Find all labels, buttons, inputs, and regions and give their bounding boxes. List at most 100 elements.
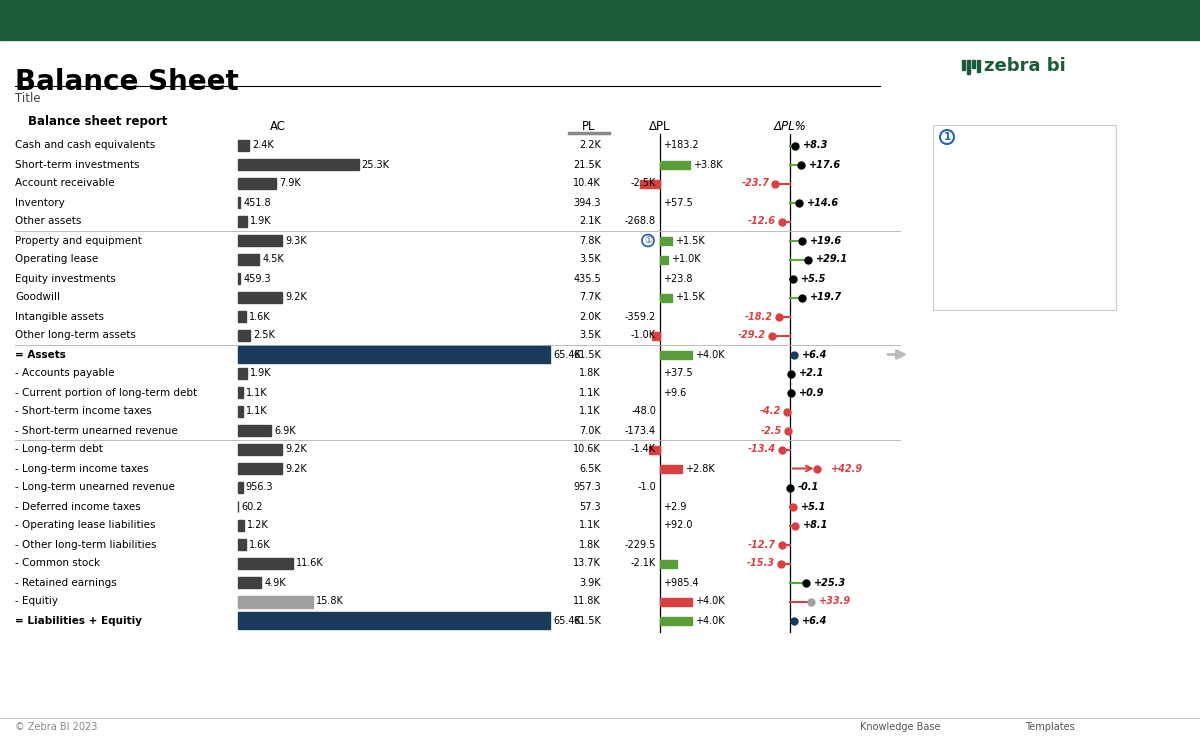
Text: ▲: ▲: [1028, 147, 1038, 160]
Text: -15.3: -15.3: [746, 559, 774, 568]
Bar: [238, 346, 550, 363]
Text: +42.9: +42.9: [830, 463, 863, 474]
Bar: [660, 351, 692, 358]
Text: -29.2: -29.2: [738, 331, 766, 340]
Text: -18.2: -18.2: [745, 312, 773, 321]
Bar: [660, 161, 690, 169]
FancyBboxPatch shape: [934, 125, 1116, 310]
Bar: [238, 612, 550, 629]
Bar: [238, 235, 282, 246]
Text: 957.3: 957.3: [574, 482, 601, 493]
Text: +2.8K: +2.8K: [685, 463, 715, 474]
Text: 1.6K: 1.6K: [248, 539, 270, 550]
Text: +6.4: +6.4: [802, 616, 827, 625]
Text: 11.8K: 11.8K: [574, 596, 601, 607]
Text: 61.5K: 61.5K: [574, 349, 601, 360]
Text: 1.8K: 1.8K: [580, 369, 601, 378]
Text: 4.9K: 4.9K: [264, 577, 286, 588]
Text: zebra bi: zebra bi: [984, 57, 1066, 75]
Text: 9.2K: 9.2K: [284, 292, 307, 303]
Text: +2.1: +2.1: [799, 369, 824, 378]
Text: +17.6: +17.6: [809, 160, 841, 169]
Bar: [649, 445, 660, 454]
Circle shape: [940, 130, 954, 144]
Text: 10.6K: 10.6K: [574, 445, 601, 454]
Text: Intangible assets: Intangible assets: [14, 312, 104, 321]
Text: +5.1: +5.1: [802, 502, 827, 511]
Text: +1.5K: +1.5K: [674, 235, 704, 246]
Text: 60.2: 60.2: [241, 502, 263, 511]
Bar: [660, 294, 672, 301]
Text: -2.1K: -2.1K: [631, 559, 656, 568]
Text: - Common stock: - Common stock: [14, 559, 100, 568]
Text: -4.2: -4.2: [760, 406, 781, 417]
Text: +23.8: +23.8: [662, 274, 692, 283]
Text: -2.5K: -2.5K: [631, 178, 656, 189]
Bar: [660, 465, 683, 473]
Text: -0.1: -0.1: [798, 482, 820, 493]
Text: 1.1K: 1.1K: [246, 406, 268, 417]
Text: 3.9K: 3.9K: [580, 577, 601, 588]
Text: +19.6%: +19.6%: [955, 158, 1006, 171]
Text: -268.8: -268.8: [625, 217, 656, 226]
Bar: [238, 406, 244, 417]
Text: - Current portion of long-term debt: - Current portion of long-term debt: [14, 388, 197, 397]
Text: 451.8: 451.8: [244, 198, 271, 207]
Text: +8.1: +8.1: [803, 520, 828, 531]
Text: 435.5: 435.5: [574, 274, 601, 283]
Text: Balance sheet report: Balance sheet report: [28, 115, 167, 128]
Text: additional insights: additional insights: [955, 221, 1064, 234]
Text: 13.7K: 13.7K: [574, 559, 601, 568]
Text: 1.1K: 1.1K: [580, 406, 601, 417]
Text: - Accounts payable: - Accounts payable: [14, 369, 114, 378]
Text: = Assets: = Assets: [14, 349, 66, 360]
Text: 1.2K: 1.2K: [247, 520, 269, 531]
Bar: [977, 60, 980, 72]
Bar: [972, 60, 974, 68]
Text: - Short-term unearned revenue: - Short-term unearned revenue: [14, 425, 178, 436]
Text: - Short-term income taxes: - Short-term income taxes: [14, 406, 151, 417]
Text: equipment 9.3K: equipment 9.3K: [955, 147, 1058, 160]
Text: 4.5K: 4.5K: [263, 255, 284, 264]
Text: +3.8K: +3.8K: [694, 160, 724, 169]
Text: 1.9K: 1.9K: [250, 369, 271, 378]
Text: Other assets: Other assets: [14, 217, 82, 226]
Text: AC: AC: [270, 119, 286, 132]
Text: +57.5: +57.5: [662, 198, 692, 207]
Text: Short-term investments: Short-term investments: [14, 160, 139, 169]
Text: - Deferred income taxes: - Deferred income taxes: [14, 502, 140, 511]
Bar: [238, 330, 250, 341]
Text: 65.4K: 65.4K: [553, 349, 581, 360]
Bar: [967, 60, 970, 74]
Text: +19.6: +19.6: [810, 235, 842, 246]
Text: 7.9K: 7.9K: [278, 178, 300, 189]
Text: -12.7: -12.7: [748, 539, 776, 550]
Circle shape: [642, 235, 654, 246]
Text: +1.5K: +1.5K: [674, 292, 704, 303]
Bar: [238, 273, 240, 284]
Text: 65.4K: 65.4K: [553, 616, 581, 625]
Bar: [238, 292, 282, 303]
Text: 1.1K: 1.1K: [580, 388, 601, 397]
Text: 394.3: 394.3: [574, 198, 601, 207]
Text: 1.1K: 1.1K: [246, 388, 268, 397]
Bar: [962, 60, 965, 70]
Text: Equity investments: Equity investments: [14, 274, 115, 283]
Text: order to provide: order to provide: [955, 210, 1050, 223]
Text: 3.5K: 3.5K: [580, 255, 601, 264]
Text: +0.9: +0.9: [798, 388, 824, 397]
Text: 21.5K: 21.5K: [574, 160, 601, 169]
Text: -173.4: -173.4: [625, 425, 656, 436]
Text: 7.0K: 7.0K: [580, 425, 601, 436]
Text: -1.0K: -1.0K: [631, 331, 656, 340]
Text: +92.0: +92.0: [662, 520, 692, 531]
Text: Title: Title: [14, 92, 41, 105]
Text: +1.0K: +1.0K: [671, 255, 701, 264]
Text: 3.5K: 3.5K: [580, 331, 601, 340]
Text: ΔPL: ΔPL: [649, 119, 671, 132]
Text: +4.0K: +4.0K: [695, 616, 725, 625]
Text: 10.4K: 10.4K: [574, 178, 601, 189]
Text: +19.7: +19.7: [810, 292, 842, 303]
Text: +2.9: +2.9: [662, 502, 686, 511]
Text: Property and: Property and: [955, 135, 1036, 148]
